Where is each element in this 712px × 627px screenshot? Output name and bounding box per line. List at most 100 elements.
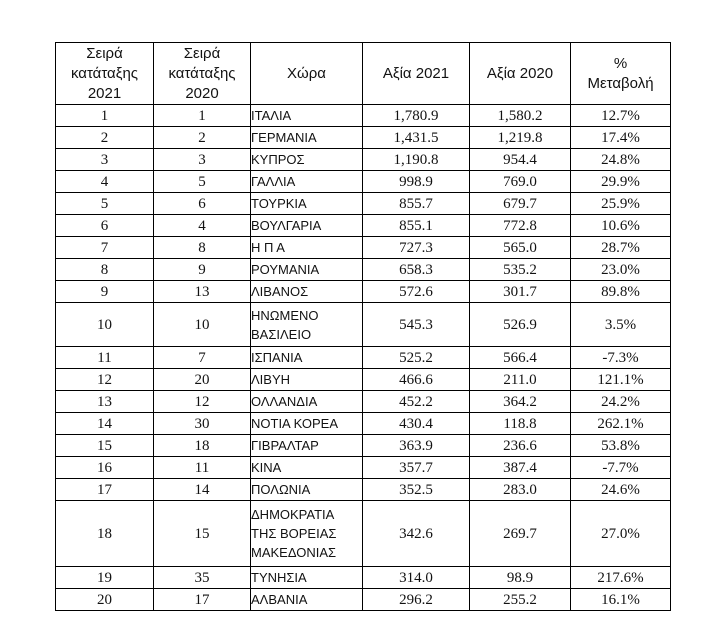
value-2021-cell: 545.3 (362, 302, 470, 347)
value-2020-cell: 211.0 (469, 368, 571, 391)
rank-2020-cell: 12 (153, 390, 251, 413)
header-rank-2021: Σειρά κατάταξης 2021 (55, 42, 154, 105)
country-cell: ΤΥΝΗΣΙΑ (250, 566, 363, 589)
rank-2021-cell: 6 (55, 214, 154, 237)
header-value-2021-line1: Αξία 2021 (382, 64, 450, 82)
rank-2020-cell: 14 (153, 478, 251, 501)
value-2021-cell: 452.2 (362, 390, 470, 413)
rank-2020-cell: 15 (153, 500, 251, 567)
table-row: 19 35 ΤΥΝΗΣΙΑ 314.0 98.9 217.6% (55, 566, 671, 589)
value-2020-cell: 387.4 (469, 456, 571, 479)
pct-change-cell: 12.7% (570, 104, 671, 127)
rank-2020-cell: 10 (153, 302, 251, 347)
table-row: 8 9 ΡΟΥΜΑΝΙΑ 658.3 535.2 23.0% (55, 258, 671, 281)
table-row: 12 20 ΛΙΒΥΗ 466.6 211.0 121.1% (55, 368, 671, 391)
pct-change-cell: 3.5% (570, 302, 671, 347)
value-2020-cell: 772.8 (469, 214, 571, 237)
header-row: Σειρά κατάταξης 2021 Σειρά κατάταξης 202… (55, 42, 671, 105)
value-2021-cell: 855.7 (362, 192, 470, 215)
value-2021-cell: 466.6 (362, 368, 470, 391)
table-row: 17 14 ΠΟΛΩΝΙΑ 352.5 283.0 24.6% (55, 478, 671, 501)
country-cell: ΙΤΑΛΙΑ (250, 104, 363, 127)
table-row: 4 5 ΓΑΛΛΙΑ 998.9 769.0 29.9% (55, 170, 671, 193)
value-2020-cell: 1,580.2 (469, 104, 571, 127)
rank-2021-cell: 5 (55, 192, 154, 215)
value-2021-cell: 314.0 (362, 566, 470, 589)
country-cell: ΛΙΒΑΝΟΣ (250, 280, 363, 303)
table-row: 18 15 ΔΗΜΟΚΡΑΤΙΑ ΤΗΣ ΒΟΡΕΙΑΣ ΜΑΚΕΔΟΝΙΑΣ … (55, 500, 671, 567)
country-cell: ΓΑΛΛΙΑ (250, 170, 363, 193)
value-2021-cell: 363.9 (362, 434, 470, 457)
rank-2020-cell: 8 (153, 236, 251, 259)
rank-2020-cell: 7 (153, 346, 251, 369)
country-cell: ΓΙΒΡΑΛΤΑΡ (250, 434, 363, 457)
pct-change-cell: 10.6% (570, 214, 671, 237)
country-cell: ΚΥΠΡΟΣ (250, 148, 363, 171)
pct-change-cell: 17.4% (570, 126, 671, 149)
pct-change-cell: 27.0% (570, 500, 671, 567)
rank-2020-cell: 18 (153, 434, 251, 457)
country-cell: Η Π Α (250, 236, 363, 259)
value-2020-cell: 118.8 (469, 412, 571, 435)
rank-2020-cell: 30 (153, 412, 251, 435)
table-row: 1 1 ΙΤΑΛΙΑ 1,780.9 1,580.2 12.7% (55, 104, 671, 127)
rank-2020-cell: 5 (153, 170, 251, 193)
value-2021-cell: 352.5 (362, 478, 470, 501)
pct-change-cell: -7.3% (570, 346, 671, 369)
header-value-2020-line1: Αξία 2020 (486, 64, 554, 82)
country-cell: ΠΟΛΩΝΙΑ (250, 478, 363, 501)
header-country-line1: Χώρα (287, 64, 326, 82)
value-2021-cell: 572.6 (362, 280, 470, 303)
header-country: Χώρα (250, 42, 363, 105)
table-row: 7 8 Η Π Α 727.3 565.0 28.7% (55, 236, 671, 259)
table-row: 20 17 ΑΛΒΑΝΙΑ 296.2 255.2 16.1% (55, 588, 671, 611)
value-2021-cell: 430.4 (362, 412, 470, 435)
pct-change-cell: 217.6% (570, 566, 671, 589)
rank-2020-cell: 9 (153, 258, 251, 281)
rank-2021-cell: 9 (55, 280, 154, 303)
value-2020-cell: 269.7 (469, 500, 571, 567)
country-cell: ΚΙΝΑ (250, 456, 363, 479)
value-2020-cell: 526.9 (469, 302, 571, 347)
header-rank-2020-line2: κατάταξης (168, 64, 236, 82)
value-2020-cell: 301.7 (469, 280, 571, 303)
header-rank-2021-line2: κατάταξης (70, 64, 139, 82)
rank-2020-cell: 1 (153, 104, 251, 127)
value-2020-cell: 255.2 (469, 588, 571, 611)
rank-2021-cell: 16 (55, 456, 154, 479)
pct-change-cell: 25.9% (570, 192, 671, 215)
rank-2020-cell: 20 (153, 368, 251, 391)
value-2021-cell: 525.2 (362, 346, 470, 369)
rank-2021-cell: 18 (55, 500, 154, 567)
rank-2021-cell: 10 (55, 302, 154, 347)
rank-2021-cell: 8 (55, 258, 154, 281)
table-row: 15 18 ΓΙΒΡΑΛΤΑΡ 363.9 236.6 53.8% (55, 434, 671, 457)
table-row: 11 7 ΙΣΠΑΝΙΑ 525.2 566.4 -7.3% (55, 346, 671, 369)
value-2020-cell: 566.4 (469, 346, 571, 369)
header-rank-2020-line3: 2020 (185, 84, 219, 102)
value-2020-cell: 769.0 (469, 170, 571, 193)
rank-2021-cell: 13 (55, 390, 154, 413)
rank-2021-cell: 19 (55, 566, 154, 589)
pct-change-cell: 121.1% (570, 368, 671, 391)
pct-change-cell: 262.1% (570, 412, 671, 435)
rank-2020-cell: 13 (153, 280, 251, 303)
value-2020-cell: 679.7 (469, 192, 571, 215)
value-2020-cell: 954.4 (469, 148, 571, 171)
rank-2020-cell: 3 (153, 148, 251, 171)
rank-2021-cell: 20 (55, 588, 154, 611)
country-cell: ΒΟΥΛΓΑΡΙΑ (250, 214, 363, 237)
rank-2020-cell: 6 (153, 192, 251, 215)
value-2021-cell: 357.7 (362, 456, 470, 479)
value-2021-cell: 658.3 (362, 258, 470, 281)
rank-2021-cell: 7 (55, 236, 154, 259)
pct-change-cell: 24.2% (570, 390, 671, 413)
rank-2021-cell: 17 (55, 478, 154, 501)
rank-2021-cell: 3 (55, 148, 154, 171)
header-rank-2021-line3: 2021 (87, 84, 122, 102)
country-cell: ΑΛΒΑΝΙΑ (250, 588, 363, 611)
value-2021-cell: 727.3 (362, 236, 470, 259)
rank-2021-cell: 11 (55, 346, 154, 369)
pct-change-cell: 16.1% (570, 588, 671, 611)
